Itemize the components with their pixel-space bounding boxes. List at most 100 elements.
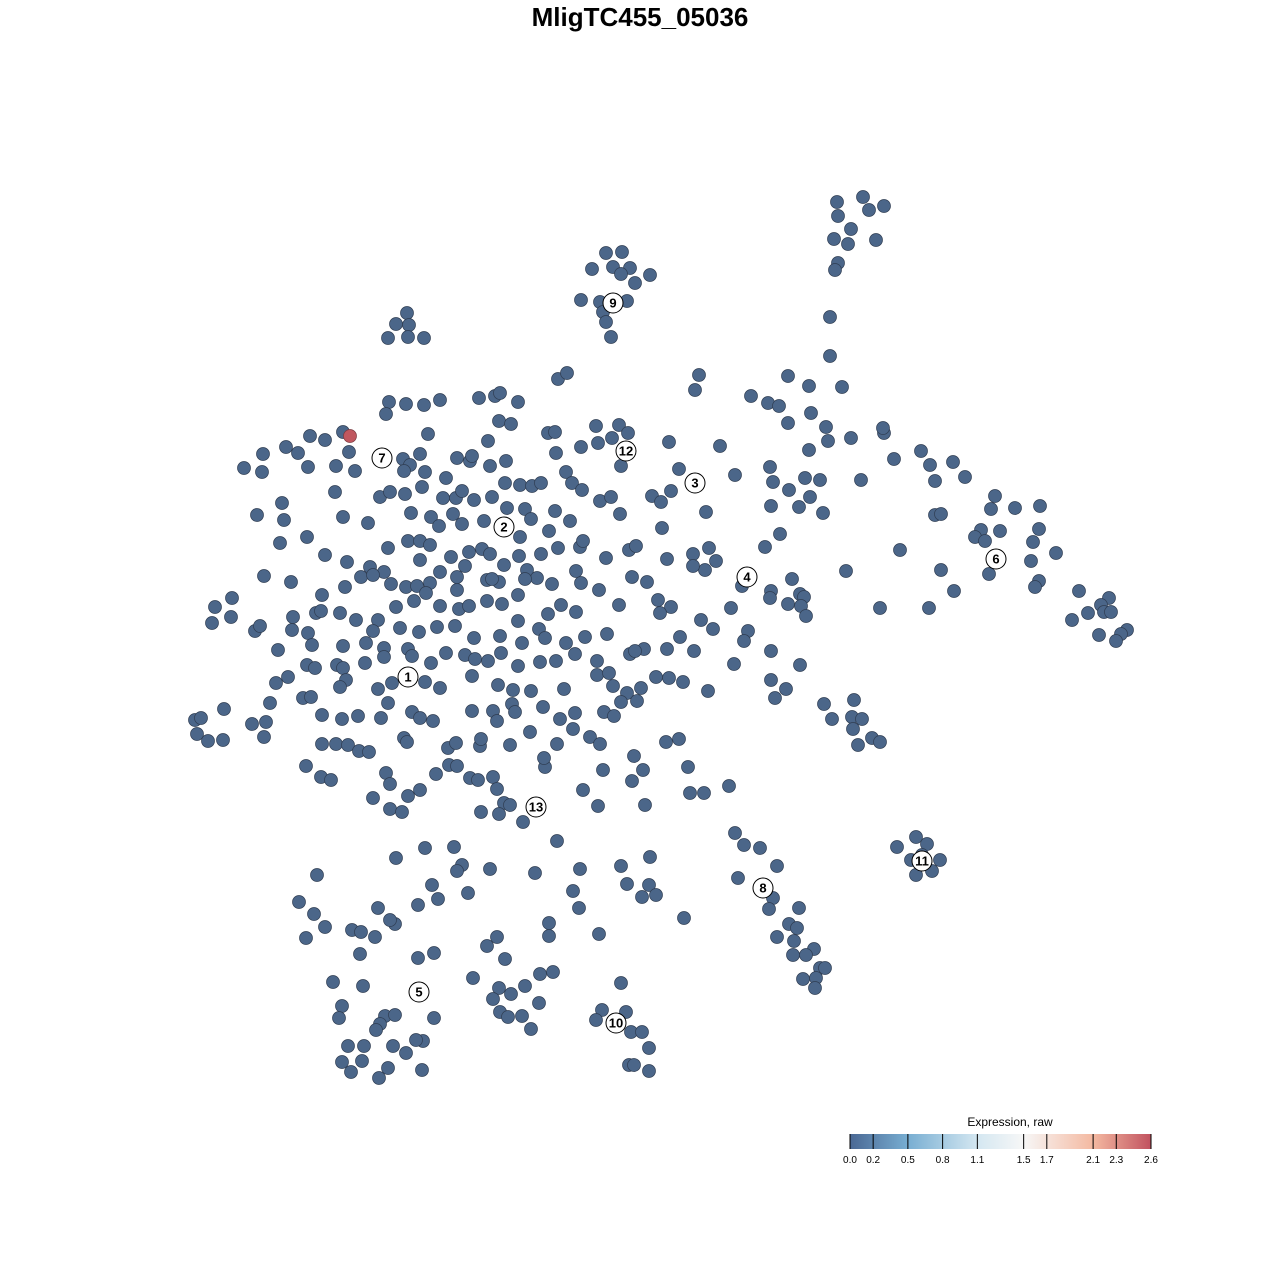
data-point [651,593,665,607]
cluster-label-circle [736,566,758,588]
data-point [190,727,204,741]
data-point [500,501,514,515]
data-point [493,629,507,643]
data-point [785,572,799,586]
data-point [642,1041,656,1055]
data-point [256,447,270,461]
data-point [551,541,565,555]
data-point [410,579,424,593]
data-point [483,459,497,473]
data-point [433,681,447,695]
data-point [701,684,715,698]
data-point [424,510,438,524]
data-point [326,975,340,989]
data-point [628,644,642,658]
data-point [405,649,419,663]
data-point [430,620,444,634]
data-point [402,318,416,332]
data-point [628,276,642,290]
data-point [413,711,427,725]
data-point [494,646,508,660]
data-point [344,1065,358,1079]
data-point [382,395,396,409]
data-point [332,1011,346,1025]
data-point [569,605,583,619]
data-point [315,588,329,602]
data-point [1032,522,1046,536]
data-point [383,913,397,927]
data-point [625,570,639,584]
data-point [770,930,784,944]
data-point [825,712,839,726]
data-point [419,586,433,600]
data-point [490,930,504,944]
data-point [573,862,587,876]
data-point [781,597,795,611]
data-point [447,840,461,854]
legend-tick-label: 0.2 [866,1155,880,1166]
data-point [389,851,403,865]
data-point [802,443,816,457]
data-point [359,636,373,650]
data-point [492,807,506,821]
data-point [393,621,407,635]
data-point [466,971,480,985]
data-point [673,630,687,644]
data-point [595,1003,609,1017]
data-point [263,696,277,710]
data-point [643,268,657,282]
data-point [413,447,427,461]
data-point [303,429,317,443]
data-point [366,791,380,805]
data-point [799,609,813,623]
data-point [923,458,937,472]
data-point [301,460,315,474]
data-point [259,715,273,729]
data-point [1104,605,1118,619]
data-point [654,495,668,509]
data-point [568,706,582,720]
data-point [224,610,238,624]
cluster-label-circle [525,796,547,818]
data-point [436,491,450,505]
data-point [664,484,678,498]
data-point [401,789,415,803]
data-point [400,306,414,320]
data-point [497,558,511,572]
data-point [465,669,479,683]
data-point [404,506,418,520]
data-point [401,330,415,344]
data-point [1072,584,1086,598]
data-point [933,853,947,867]
data-point [830,195,844,209]
data-point [574,576,588,590]
data-point [790,921,804,935]
data-point [389,317,403,331]
data-point [532,996,546,1010]
data-point [450,570,464,584]
data-point [418,675,432,689]
data-point [530,571,544,585]
data-point [308,661,322,675]
data-point [314,604,328,618]
points-layer [188,190,1134,1085]
data-point [554,598,568,612]
data-point [423,538,437,552]
data-point [672,732,686,746]
data-point [563,514,577,528]
data-point [706,622,720,636]
data-point [524,512,538,526]
data-point [699,505,713,519]
data-point [559,636,573,650]
data-point [348,464,362,478]
data-point [560,366,574,380]
data-point [480,594,494,608]
data-point [844,222,858,236]
cluster-label-circle [371,447,393,469]
legend-tick-label: 0.0 [843,1155,857,1166]
data-point [349,613,363,627]
data-point [649,670,663,684]
data-point [909,830,923,844]
data-point [893,543,907,557]
cluster-label: 9 [602,292,624,314]
